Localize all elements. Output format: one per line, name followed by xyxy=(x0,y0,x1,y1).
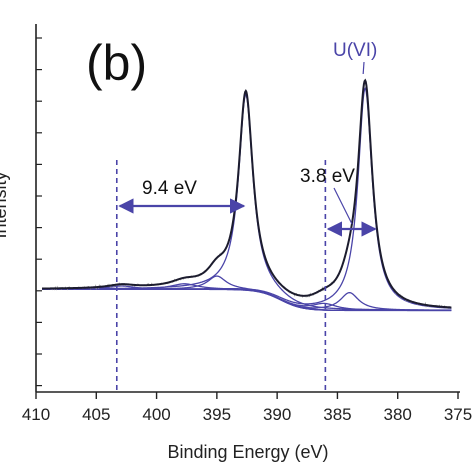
x-tick-label: 380 xyxy=(384,405,412,424)
x-tick-label: 395 xyxy=(203,405,231,424)
x-axis-title: Binding Energy (eV) xyxy=(167,442,328,462)
component-curve xyxy=(42,288,452,311)
x-tick-label: 400 xyxy=(142,405,170,424)
species-leader-line xyxy=(362,61,365,75)
gap-label-2: 3.8 eV xyxy=(300,166,355,187)
background-curve xyxy=(42,288,452,312)
y-axis-title: Intensity xyxy=(0,171,10,238)
x-tick-label: 410 xyxy=(22,405,50,424)
x-tick-label: 385 xyxy=(323,405,351,424)
species-label: U(VI) xyxy=(333,40,377,61)
gap-label-1: 9.4 eV xyxy=(142,178,197,199)
gap-leader-line xyxy=(333,187,353,225)
panel-label: (b) xyxy=(86,35,147,91)
component-curve xyxy=(42,288,452,311)
component-curve xyxy=(42,93,452,311)
envelope-fit xyxy=(42,78,452,309)
component-curve xyxy=(42,275,452,312)
x-tick-label: 405 xyxy=(82,405,110,424)
component-curve xyxy=(42,87,452,309)
x-tick-label: 390 xyxy=(263,405,291,424)
x-tick-label: 375 xyxy=(444,405,472,424)
raw-data-trace xyxy=(41,80,452,310)
